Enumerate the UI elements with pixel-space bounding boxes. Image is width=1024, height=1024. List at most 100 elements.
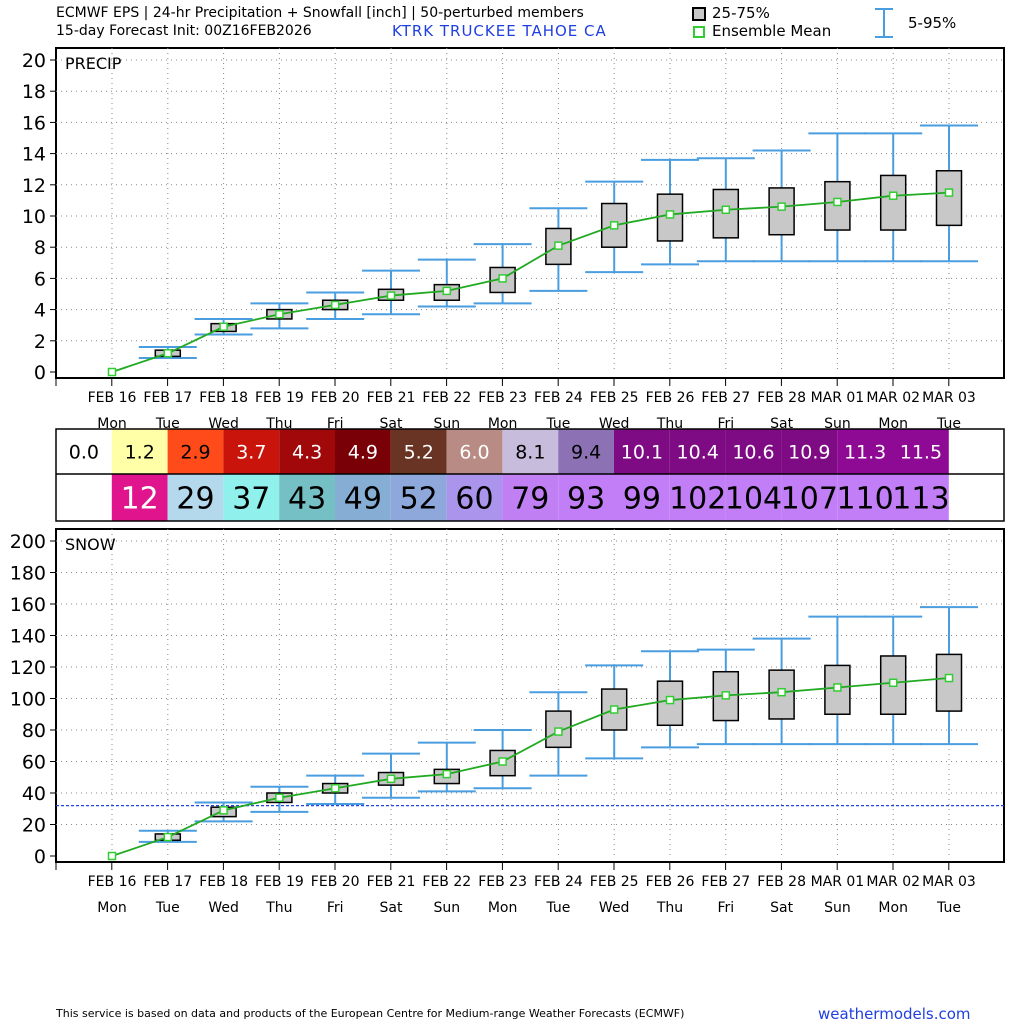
x-tick-label: FEB 22 xyxy=(422,874,471,890)
snow-value: 52 xyxy=(400,481,438,516)
y-tick-label: 100 xyxy=(10,689,46,711)
mean-marker xyxy=(722,206,729,213)
snow-value: 113 xyxy=(892,481,949,516)
iqr-box xyxy=(881,175,906,230)
mean-marker xyxy=(611,222,618,229)
weekday-label: Tue xyxy=(545,900,570,916)
y-tick-label: 120 xyxy=(10,657,46,679)
x-tick-label: MAR 01 xyxy=(811,390,865,406)
snow-value: 104 xyxy=(725,481,782,516)
x-tick-label: MAR 02 xyxy=(866,390,920,406)
mean-marker xyxy=(276,311,283,318)
y-tick-label: 80 xyxy=(22,720,46,742)
x-tick-label: FEB 17 xyxy=(143,390,192,406)
x-tick-label: FEB 20 xyxy=(311,874,360,890)
x-tick-label: FEB 22 xyxy=(422,390,471,406)
y-tick-label: 160 xyxy=(10,594,46,616)
precip-value: 11.5 xyxy=(900,441,942,463)
y-tick-label: 12 xyxy=(22,175,46,197)
x-tick-label: FEB 16 xyxy=(88,390,137,406)
snow-value: 93 xyxy=(567,481,605,516)
mean-marker xyxy=(499,758,506,765)
weekday-label: Fri xyxy=(327,900,344,916)
snow-value: 12 xyxy=(121,481,159,516)
mean-marker xyxy=(555,728,562,735)
precip-value: 2.9 xyxy=(180,441,210,463)
precip-value: 6.0 xyxy=(459,441,489,463)
mean-marker xyxy=(443,771,450,778)
mean-marker xyxy=(388,292,395,299)
snow-value: 60 xyxy=(455,481,493,516)
x-tick-label: FEB 19 xyxy=(255,874,304,890)
mean-line xyxy=(112,678,949,856)
weekday-label: Thu xyxy=(265,900,292,916)
mean-marker xyxy=(834,684,841,691)
weekday-label: Fri xyxy=(717,900,734,916)
mean-marker xyxy=(109,853,116,860)
snow-value: 37 xyxy=(232,481,270,516)
x-tick-label: FEB 24 xyxy=(534,390,583,406)
footer-disclaimer: This service is based on data and produc… xyxy=(56,1007,684,1020)
snow-value: 49 xyxy=(344,481,382,516)
weekday-label: Wed xyxy=(208,900,239,916)
x-tick-label: FEB 21 xyxy=(367,874,416,890)
precip-value: 10.6 xyxy=(732,441,774,463)
x-tick-label: FEB 23 xyxy=(478,390,527,406)
mean-marker xyxy=(890,192,897,199)
mean-marker xyxy=(388,775,395,782)
precip-value: 8.1 xyxy=(515,441,545,463)
x-tick-label: FEB 20 xyxy=(311,390,360,406)
weekday-label: Thu xyxy=(656,900,683,916)
weekday-label: Sat xyxy=(770,900,793,916)
x-tick-label: FEB 23 xyxy=(478,874,527,890)
weekday-label: Sat xyxy=(380,900,403,916)
mean-line xyxy=(112,193,949,372)
weekday-label: Tue xyxy=(936,900,961,916)
x-tick-label: FEB 18 xyxy=(199,874,248,890)
y-tick-label: 14 xyxy=(22,144,46,166)
iqr-box xyxy=(937,171,962,226)
x-tick-label: MAR 01 xyxy=(811,874,865,890)
x-tick-label: FEB 25 xyxy=(590,874,639,890)
precip-value: 0.0 xyxy=(69,441,99,463)
mean-marker xyxy=(220,807,227,814)
snow-value: 43 xyxy=(288,481,326,516)
y-tick-label: 18 xyxy=(22,81,46,103)
y-tick-label: 20 xyxy=(22,50,46,72)
mean-marker xyxy=(667,697,674,704)
y-tick-label: 40 xyxy=(22,783,46,805)
x-tick-label: FEB 28 xyxy=(757,390,806,406)
x-tick-label: FEB 24 xyxy=(534,874,583,890)
x-tick-label: FEB 16 xyxy=(88,874,137,890)
y-tick-label: 180 xyxy=(10,563,46,585)
weekday-label: Mon xyxy=(97,900,127,916)
precip-value: 11.3 xyxy=(844,441,886,463)
y-tick-label: 20 xyxy=(22,815,46,837)
x-tick-label: FEB 27 xyxy=(701,390,750,406)
x-tick-label: MAR 03 xyxy=(922,390,976,406)
iqr-box xyxy=(769,188,794,235)
precip-value: 10.1 xyxy=(621,441,663,463)
precip-value: 3.7 xyxy=(236,441,266,463)
y-tick-label: 0 xyxy=(34,362,46,384)
precip-value: 9.4 xyxy=(571,441,601,463)
mean-marker xyxy=(276,794,283,801)
mean-marker xyxy=(890,679,897,686)
precip-value: 10.9 xyxy=(788,441,830,463)
mean-marker xyxy=(834,198,841,205)
panel-title-precip: PRECIP xyxy=(65,54,122,73)
site-link[interactable]: weathermodels.com xyxy=(818,1005,971,1023)
y-tick-label: 10 xyxy=(22,206,46,228)
y-tick-label: 8 xyxy=(34,237,46,259)
y-tick-label: 16 xyxy=(22,112,46,134)
plot-frame-precip xyxy=(56,48,1004,378)
mean-marker xyxy=(164,834,171,841)
iqr-box xyxy=(937,654,962,711)
x-tick-label: FEB 19 xyxy=(255,390,304,406)
mean-marker xyxy=(220,323,227,330)
precip-value: 10.4 xyxy=(677,441,719,463)
plot-frame-snow xyxy=(56,529,1004,862)
mean-marker xyxy=(164,350,171,357)
snow-value: 29 xyxy=(176,481,214,516)
mean-marker xyxy=(332,785,339,792)
